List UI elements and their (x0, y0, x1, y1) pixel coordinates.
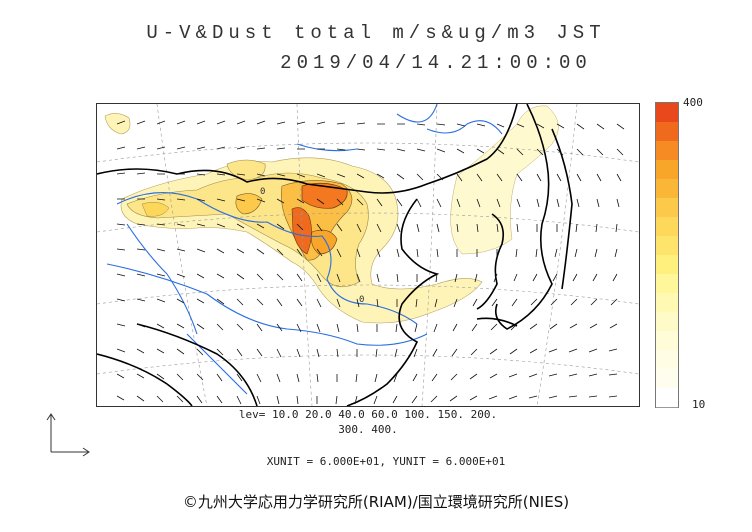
coastlines (97, 104, 573, 406)
legend-swatch (656, 160, 678, 180)
legend-swatch (656, 103, 678, 123)
vector-units: XUNIT = 6.000E+01, YUNIT = 6.000E+01 (266, 455, 506, 468)
rivers (106, 104, 503, 395)
credit-text: ©九州大学応用力学研究所(RIAM)/国立環境研究所(NIES) (182, 493, 570, 511)
reference-vector-icon (46, 413, 90, 457)
legend-swatch (656, 369, 678, 389)
legend-swatch (656, 388, 678, 408)
contour-levels-line2: 300. 400. (338, 423, 398, 436)
legend-swatch (656, 312, 678, 332)
dust-map: 0 0 (96, 103, 640, 407)
legend-min-label: 10 (692, 398, 706, 411)
chart-datetime: 2019/04/14.21:00:00 (280, 52, 592, 74)
legend-swatch (656, 255, 678, 275)
dust-contours: 0 0 (104, 105, 559, 324)
graticule (97, 104, 639, 406)
legend-swatch (656, 236, 678, 256)
legend-swatch (656, 350, 678, 370)
legend-swatch (656, 293, 678, 313)
legend-swatch (656, 141, 678, 161)
contour-label: 0 (260, 187, 265, 197)
legend-max-label: 400 (683, 96, 703, 109)
legend-swatch (656, 331, 678, 351)
legend-swatch (656, 179, 678, 199)
legend-swatch (656, 122, 678, 142)
contour-levels-line1: lev= 10.0 20.0 40.0 60.0 100. 150. 200. (238, 408, 498, 421)
chart-title: U-V&Dust total m/s&ug/m3 JST (146, 22, 606, 44)
legend-swatch (656, 217, 678, 237)
wind-vectors (116, 120, 625, 405)
color-scale-legend (655, 102, 679, 408)
contour-label: 0 (359, 295, 364, 305)
legend-swatch (656, 198, 678, 218)
legend-swatch (656, 274, 678, 294)
